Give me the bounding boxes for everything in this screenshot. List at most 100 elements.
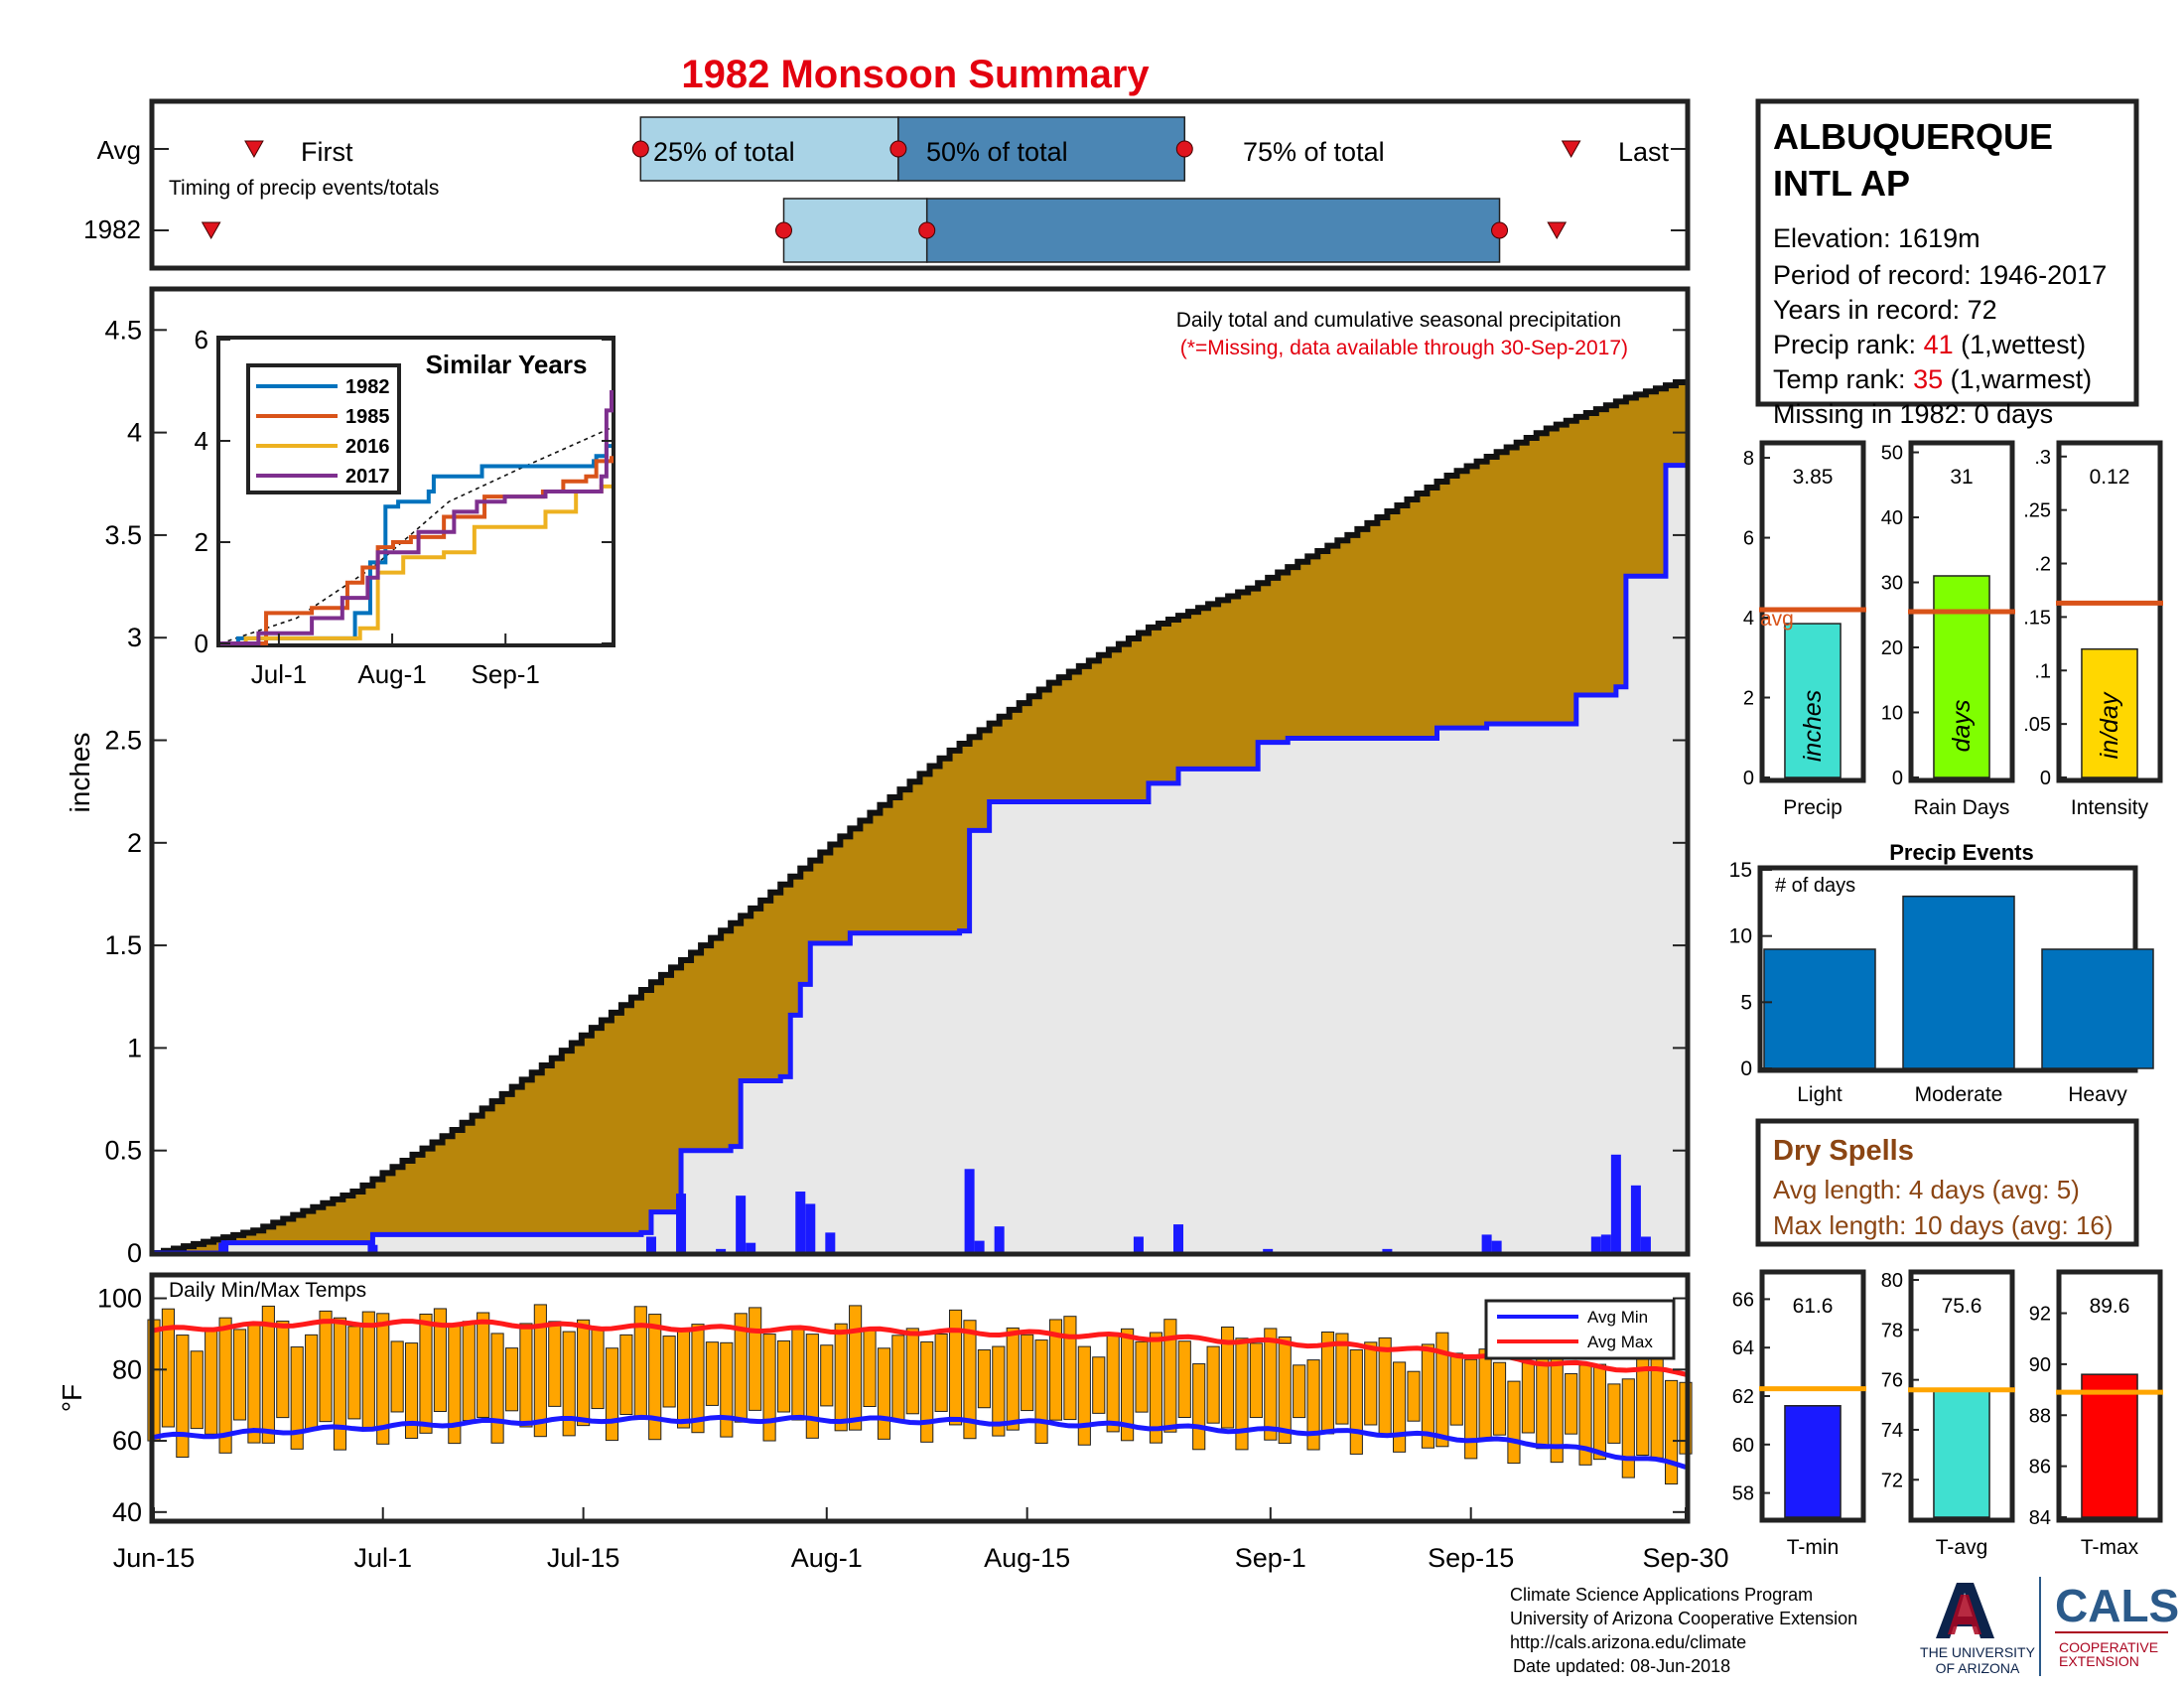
timing-row-1982-label: 1982 — [83, 214, 141, 244]
daily-temp-bar — [1478, 1348, 1492, 1440]
rain_days-unit: days — [1948, 700, 1976, 753]
precip_total-value-label: 3.85 — [1793, 466, 1834, 489]
station-years: Years in record: 72 — [1773, 295, 1997, 325]
daily-temp-bar — [1177, 1340, 1191, 1418]
date-tick-label: Sep-30 — [1642, 1543, 1728, 1573]
daily-temp-bar — [1364, 1341, 1378, 1426]
daily-temp-bar — [849, 1305, 863, 1431]
daily-temp-bar — [1435, 1332, 1449, 1448]
daily-temp-bar — [1021, 1334, 1034, 1412]
daily-temp-bar — [648, 1314, 662, 1441]
cals-logo: CALS COOPERATIVE EXTENSION — [2055, 1580, 2179, 1669]
temps-legend — [1484, 1299, 1676, 1360]
precip-avg-label: avg — [1760, 608, 1794, 631]
daily-precip-bar — [1263, 1248, 1274, 1253]
daily-temp-bar — [805, 1334, 819, 1439]
tavg-value-label: 75.6 — [1942, 1295, 1982, 1318]
chart-title: 1982 Monsoon Summary — [681, 53, 1150, 96]
timing-quantile-marker — [775, 221, 793, 239]
daily-precip-bar — [1600, 1234, 1611, 1253]
cumulative-1982-area — [154, 463, 1686, 1253]
ua-a-mark-icon — [1936, 1583, 1994, 1638]
timing-first-last-marker — [244, 140, 264, 159]
daily-precip-bar — [1382, 1248, 1393, 1253]
daily-temp-bar — [1092, 1356, 1106, 1414]
daily-precip-bar — [964, 1169, 975, 1253]
tavg-ytick-label: 72 — [1881, 1470, 1903, 1491]
station-missing: Missing in 1982: 0 days — [1773, 399, 2053, 429]
ua-text-1: THE UNIVERSITY — [1920, 1644, 2036, 1660]
daily-temp-bar — [404, 1342, 419, 1440]
tavg-xlabel: T-avg — [1936, 1536, 1988, 1559]
timing-note: Timing of precip events/totals — [169, 177, 439, 200]
precip_total-ytick-label: 8 — [1743, 448, 1754, 470]
daily-precip-bar — [1610, 1154, 1621, 1253]
daily-temp-bar — [1192, 1363, 1206, 1451]
daily-temp-bar — [1607, 1383, 1621, 1444]
daily-precip-bar — [218, 1242, 229, 1253]
daily-precip-bar — [1133, 1236, 1144, 1253]
daily-temp-bar — [776, 1339, 791, 1413]
daily-temp-bar — [1464, 1358, 1478, 1460]
station-elevation: Elevation: 1619m — [1773, 223, 1980, 253]
daily-temp-bar — [877, 1347, 891, 1440]
main-ytick-label: 0.5 — [104, 1136, 142, 1166]
tavg-ytick-label: 74 — [1881, 1420, 1903, 1442]
daily-temp-bar — [1249, 1342, 1263, 1419]
main-ytick-label: 4 — [127, 418, 142, 448]
daily-temp-bar — [490, 1333, 504, 1444]
rain_days-ytick-label: 0 — [1892, 768, 1903, 789]
temp-line-avg-min — [153, 1414, 1687, 1470]
daily-temp-bar — [290, 1346, 304, 1450]
station-temp-rank: Temp rank: 35 (1,warmest) — [1773, 364, 2092, 394]
station-info-box: ALBUQUERQUE INTL AP Elevation: 1619m Per… — [1755, 98, 2139, 429]
daily-temp-bar — [920, 1340, 934, 1443]
timing-box-lower-Avg — [639, 116, 899, 182]
station-precip-rank: Precip rank: 41 (1,wettest) — [1773, 330, 2086, 359]
daily-temp-bar — [477, 1312, 490, 1418]
intensity-unit: in/day — [2096, 691, 2123, 759]
daily-temp-bar — [1048, 1319, 1063, 1421]
daily-precip-bar — [676, 1194, 687, 1253]
daily-temp-bar — [1621, 1378, 1635, 1478]
temps-ylabel: °F — [57, 1384, 87, 1412]
timing-panel: Avg 1982 Timing of precip events/totals … — [83, 98, 1691, 271]
seasonal-precip-panel: 0 0.5 1 1.5 2 2.5 3 3.5 4 4.5 Daily total and cum… — [65, 286, 1691, 1268]
daily-temp-bar — [1407, 1370, 1421, 1422]
daily-temp-bar — [1393, 1361, 1407, 1453]
inset-xtick-label: Sep-1 — [472, 659, 540, 689]
daily-temp-bar — [433, 1308, 447, 1413]
main-ytick-label: 1 — [127, 1033, 142, 1062]
footer-line-1: Climate Science Applications Program — [1510, 1585, 1813, 1605]
daily-temp-bar — [863, 1327, 877, 1408]
daily-temp-bar — [376, 1313, 390, 1445]
tmax-ytick-label: 86 — [2029, 1457, 2051, 1478]
cals-text-2: EXTENSION — [2059, 1653, 2139, 1669]
tmin-ytick-label: 64 — [1732, 1337, 1754, 1359]
daily-temp-bar — [1665, 1379, 1679, 1485]
daily-temp-bar — [662, 1336, 676, 1408]
daily-temp-bar — [820, 1344, 834, 1407]
precip_total-bar — [1784, 623, 1842, 778]
daily-temp-bar — [1378, 1336, 1392, 1436]
date-tick-label: Sep-15 — [1428, 1543, 1514, 1573]
timing-quantile-marker — [1491, 221, 1509, 239]
event-xlabel-heavy: Heavy — [2068, 1083, 2127, 1106]
timing-quantile-marker — [631, 140, 649, 158]
timing-row-avg-label: Avg — [97, 135, 141, 165]
daily-temps-panel: 40 60 80 100 Daily Min/Max Temps °F Avg Min… — [57, 1272, 1693, 1527]
main-ytick-label: 2.5 — [104, 726, 142, 756]
temp-ytick-label: 60 — [112, 1426, 142, 1456]
daily-temp-bar — [419, 1313, 433, 1434]
intensity-ytick-label: .15 — [2023, 607, 2051, 629]
date-tick-label: Sep-1 — [1235, 1543, 1306, 1573]
legend-avg-min: Avg Min — [1587, 1308, 1648, 1327]
daily-precip-bar — [825, 1232, 836, 1253]
tmin-bar — [1784, 1405, 1842, 1518]
daily-temp-bar — [232, 1329, 247, 1421]
tmin-ytick-label: 66 — [1732, 1289, 1754, 1311]
daily-precip-bar — [805, 1203, 816, 1253]
daily-temp-bar — [462, 1321, 476, 1422]
daily-temp-bar — [361, 1311, 375, 1431]
events-ylabel: # of days — [1775, 875, 1855, 897]
